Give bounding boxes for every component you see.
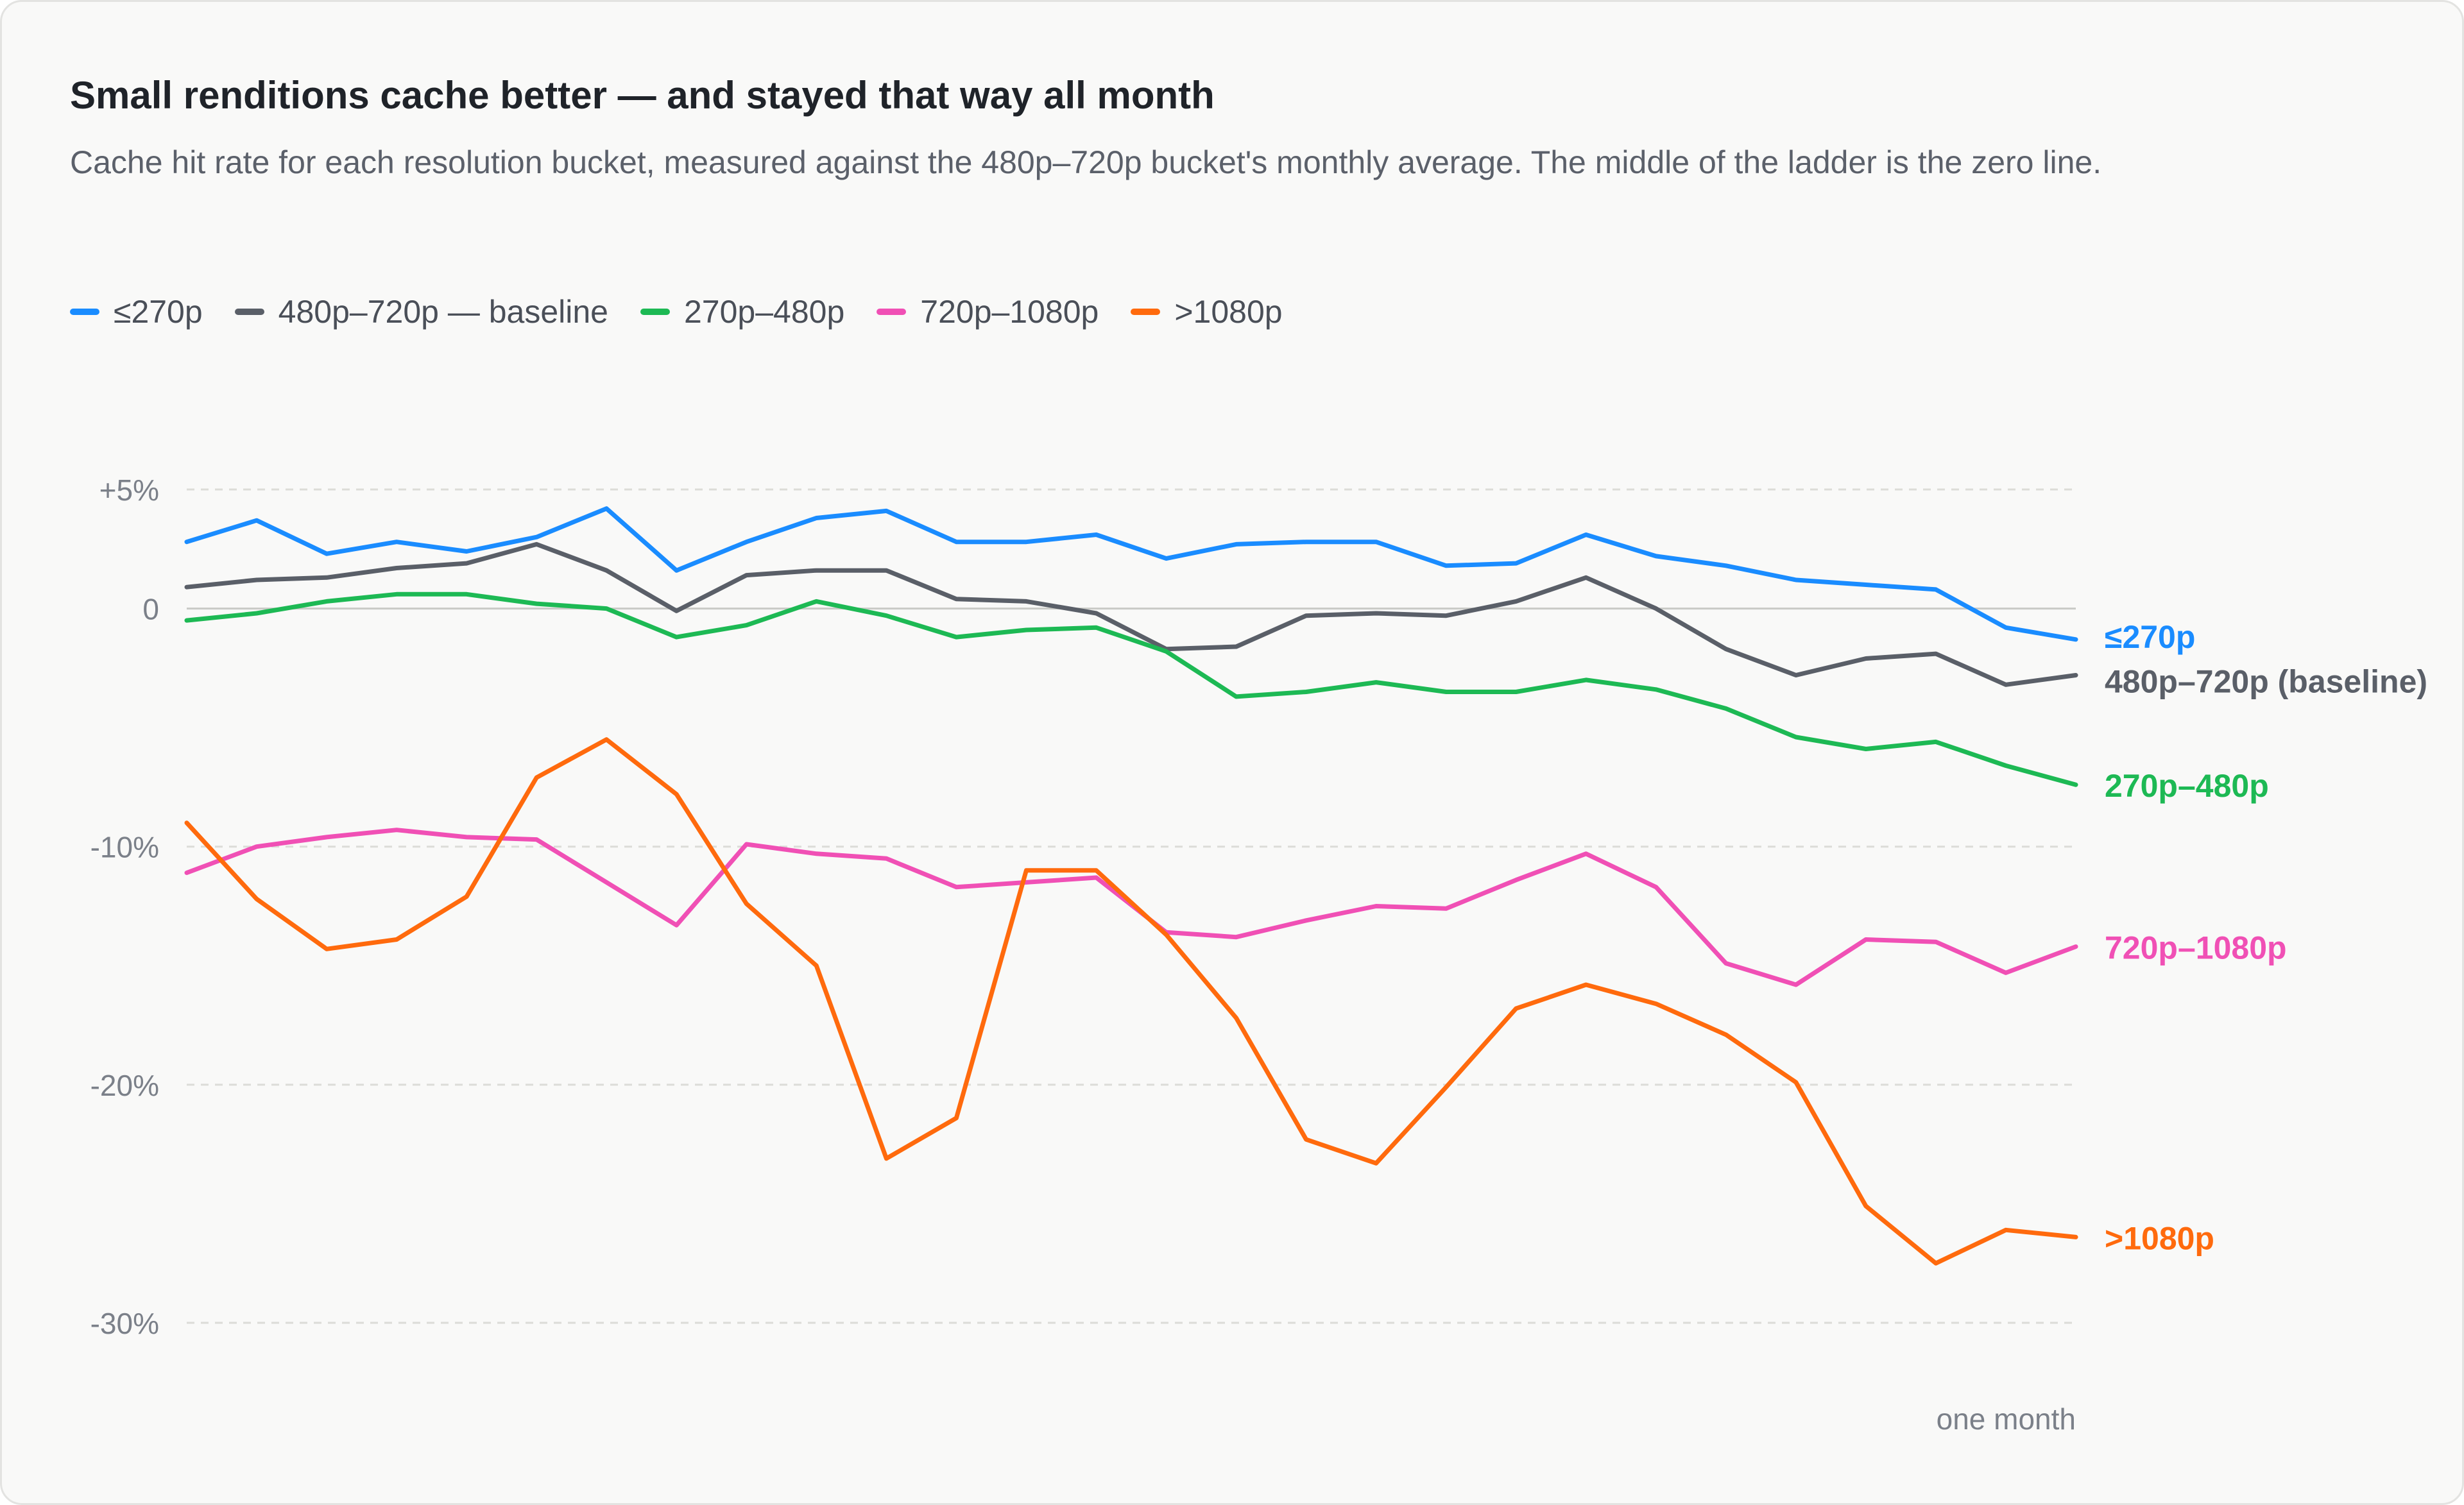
series-line-2 (184, 591, 2078, 787)
legend-label-gt1080: >1080p (1174, 294, 1283, 330)
legend-label-720-1080: 720p–1080p (920, 294, 1099, 330)
series-line-0 (184, 506, 2078, 642)
series-end-label-0: ≤270p (2105, 619, 2195, 655)
y-tick-label: -20% (90, 1069, 159, 1102)
legend-swatch-270-480 (640, 309, 670, 315)
legend-swatch-720-1080 (877, 309, 907, 315)
chart-subtitle: Cache hit rate for each resolution bucke… (70, 144, 2102, 180)
series-line-3 (184, 828, 2078, 987)
x-axis-label: one month (1937, 1402, 2076, 1436)
y-tick-label: 0 (142, 593, 159, 626)
y-tick-label: -30% (90, 1307, 159, 1340)
chart-title: Small renditions cache better — and stay… (70, 74, 1215, 117)
legend-swatch-baseline (234, 309, 264, 315)
legend-item-270-480[interactable]: 270p–480p (640, 293, 844, 330)
series-line-1 (184, 541, 2078, 687)
legend-item-gt1080[interactable]: >1080p (1131, 293, 1283, 330)
series-line-4 (184, 737, 2078, 1266)
legend-item-baseline[interactable]: 480p–720p — baseline (234, 293, 608, 330)
legend-item-720-1080[interactable]: 720p–1080p (877, 293, 1099, 330)
legend-item-le270[interactable]: ≤270p (70, 293, 203, 330)
legend-label-270-480: 270p–480p (683, 294, 845, 330)
legend-swatch-le270 (70, 309, 99, 315)
y-tick-label: -10% (90, 831, 159, 864)
legend-label-baseline: 480p–720p — baseline (278, 294, 608, 330)
y-tick-label: +5% (99, 473, 159, 507)
series-end-label-4: >1080p (2105, 1220, 2214, 1256)
series-end-label-1: 480p–720p (baseline) (2105, 663, 2427, 699)
series-end-label-3: 720p–1080p (2105, 930, 2287, 966)
legend-swatch-gt1080 (1131, 309, 1161, 315)
legend: ≤270p 480p–720p — baseline 270p–480p 720… (70, 289, 1315, 334)
legend-label-le270: ≤270p (114, 294, 203, 330)
series-end-label-2: 270p–480p (2105, 768, 2269, 804)
